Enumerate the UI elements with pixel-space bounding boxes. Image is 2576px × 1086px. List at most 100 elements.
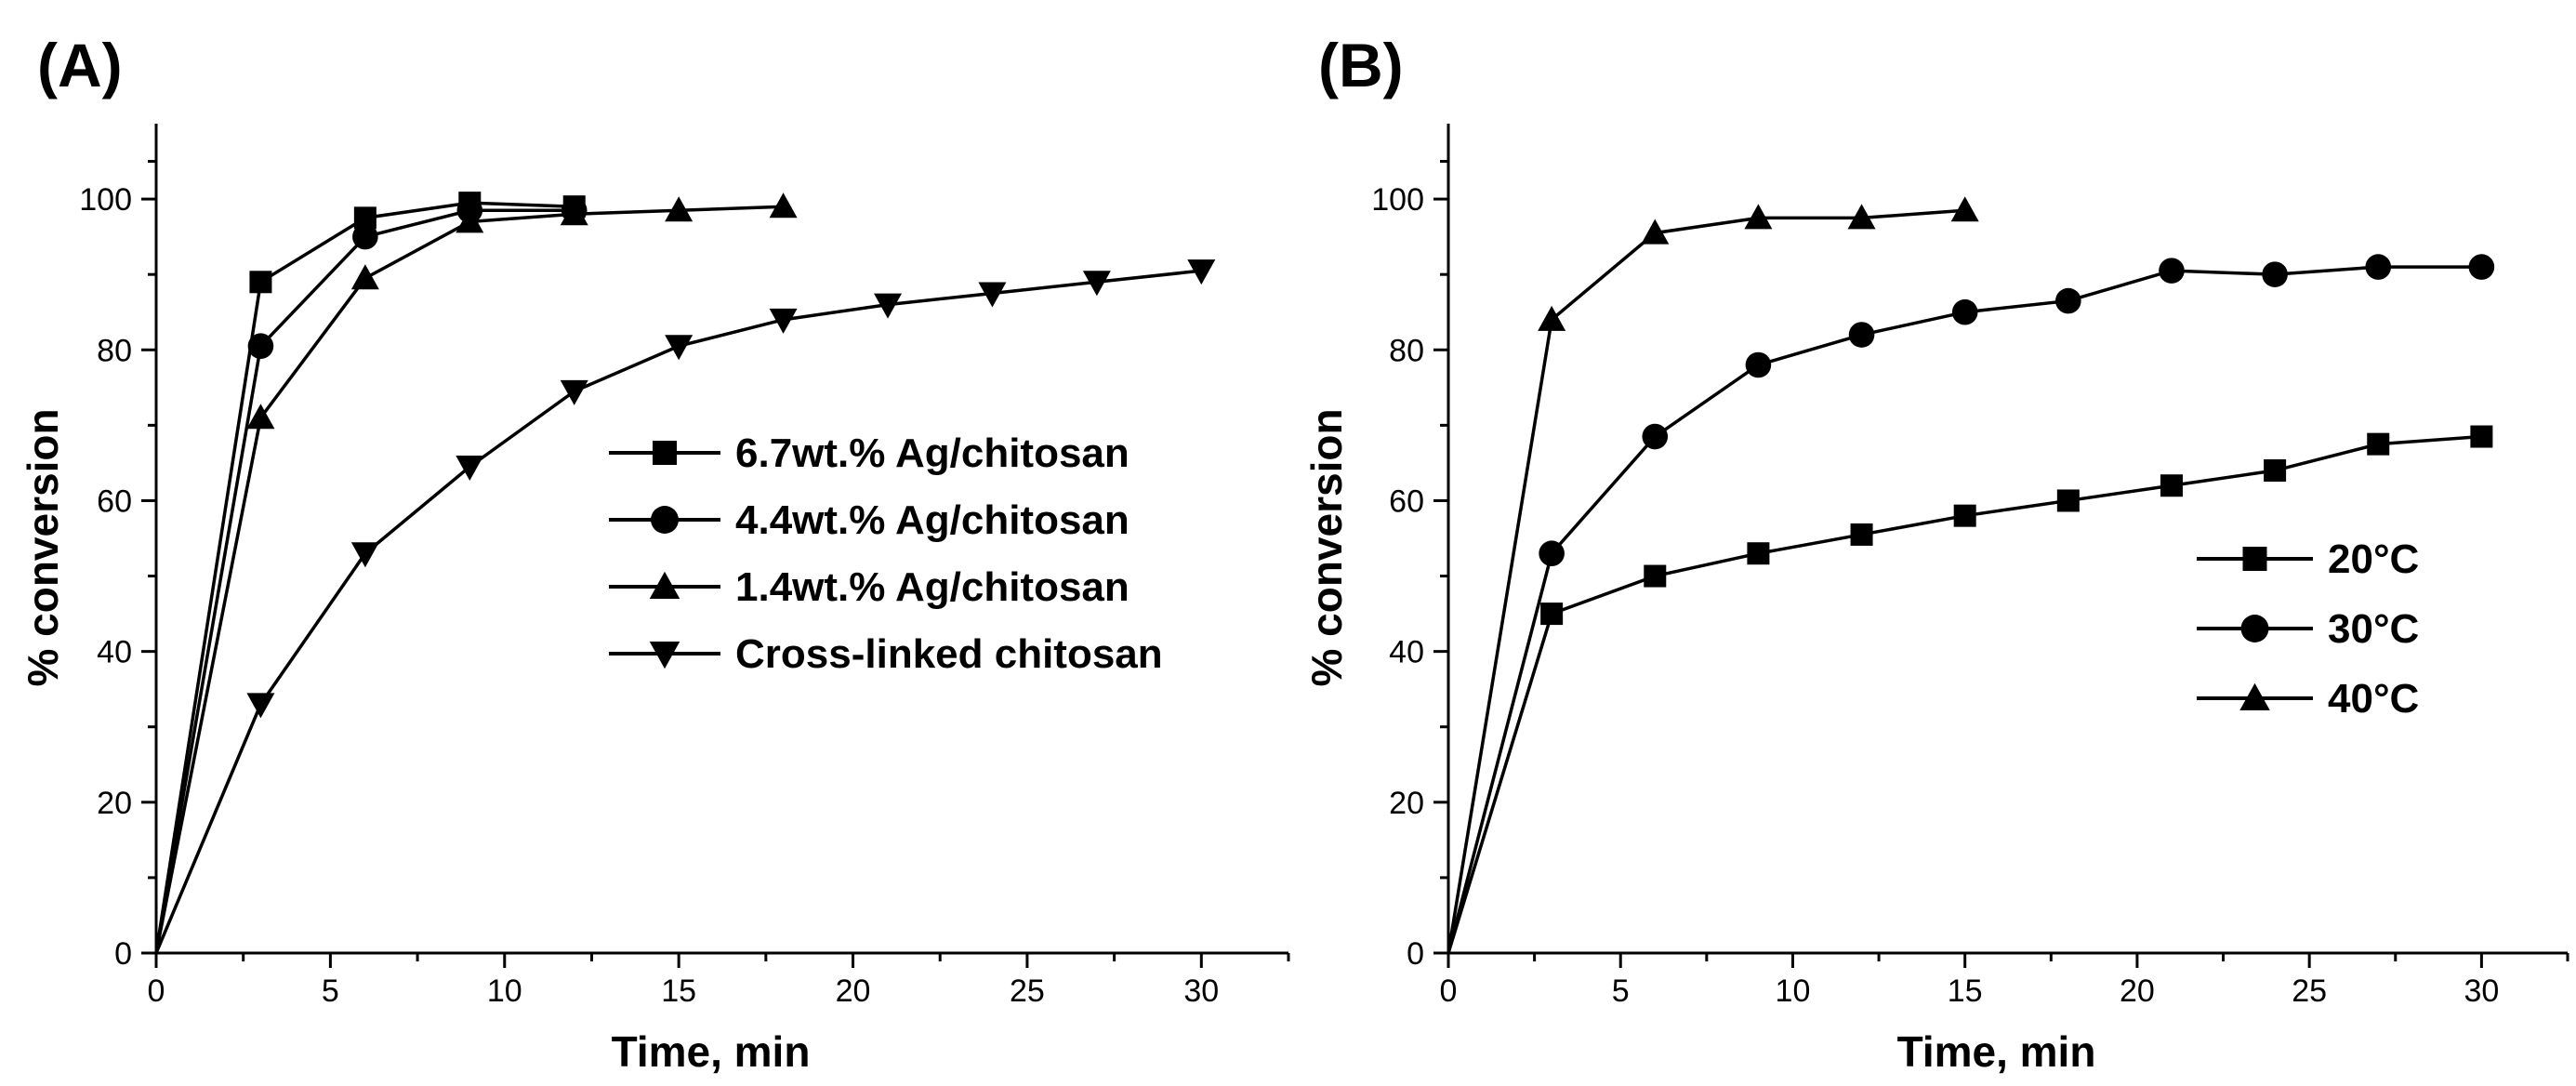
series-line (1447, 208, 1965, 954)
series-line (154, 208, 575, 954)
legend-marker (2242, 547, 2267, 571)
series-line (1447, 265, 2482, 954)
data-point-triangle-down (246, 693, 275, 719)
y-tick-label: 100 (79, 182, 132, 218)
x-tick-label: 10 (1776, 973, 1811, 1009)
y-tick-label: 40 (97, 635, 132, 670)
data-point-square (1644, 564, 1667, 588)
y-tick-label: 20 (1389, 786, 1424, 821)
panel-b: (B) 0 5 10 15 20 25 30 0 20 40 60 80 100 Time, min % co… (1302, 31, 2569, 1076)
legend-marker (2240, 615, 2269, 642)
legend-entry: 4.4wt.% Ag/chitosan (609, 497, 1129, 543)
y-tick-label: 0 (114, 936, 132, 972)
data-point-circle (2159, 258, 2185, 284)
series-0 (1447, 425, 2493, 954)
y-tick-label: 100 (1371, 182, 1424, 218)
series-3 (154, 259, 1216, 954)
x-tick-label: 30 (2464, 973, 2499, 1009)
panel-a: (A) 0 5 10 15 20 25 30 0 20 40 60 80 100 Time, min % co… (19, 31, 1290, 1076)
data-point-triangle-down (874, 293, 903, 319)
data-point-square (2056, 489, 2080, 512)
x-tick-label: 25 (1010, 973, 1045, 1009)
x-tick-label: 30 (1183, 973, 1219, 1009)
legend-marker (2239, 682, 2270, 710)
series-line (154, 269, 1202, 954)
x-tick-label: 25 (2292, 973, 2327, 1009)
legend-entry: 40°C (2197, 676, 2419, 722)
x-tick-label: 15 (661, 973, 696, 1009)
x-tick-label: 0 (148, 973, 165, 1009)
y-tick-label: 60 (1389, 483, 1424, 519)
x-tick-label: 20 (2120, 973, 2155, 1009)
y-tick-label: 40 (1389, 635, 1424, 670)
x-tick-label: 5 (322, 973, 339, 1009)
data-point-triangle-up (1847, 204, 1876, 230)
data-point-circle (1848, 322, 1875, 348)
legend-entry: Cross-linked chitosan (609, 631, 1163, 677)
data-point-triangle-down (350, 542, 379, 568)
data-point-circle (1951, 298, 1978, 325)
data-point-triangle-down (1082, 271, 1111, 297)
data-point-triangle-up (1950, 196, 1979, 222)
series-1 (154, 197, 588, 954)
data-point-square (2367, 432, 2390, 456)
data-point-triangle-up (456, 207, 484, 233)
y-tick-label: 60 (97, 483, 132, 519)
data-point-circle (2468, 254, 2495, 280)
data-point-triangle-down (978, 282, 1007, 308)
data-point-square (2264, 459, 2287, 483)
data-point-square (2160, 474, 2183, 497)
legend-label: 6.7wt.% Ag/chitosan (735, 430, 1129, 476)
data-point-triangle-up (350, 264, 379, 290)
series-line (154, 205, 784, 954)
data-point-square (2470, 425, 2493, 448)
data-point-square (1953, 504, 1976, 527)
x-tick-label: 20 (836, 973, 871, 1009)
legend-marker (649, 642, 680, 669)
legend-label: 20°C (2328, 536, 2419, 582)
legend-entry: 6.7wt.% Ag/chitosan (609, 430, 1129, 476)
data-point-triangle-down (665, 335, 694, 361)
legend-entry: 30°C (2197, 606, 2419, 652)
y-axis-title: % conversion (19, 408, 67, 686)
panel-label: (A) (37, 31, 123, 99)
legend-entry: 1.4wt.% Ag/chitosan (609, 564, 1129, 610)
series-line (154, 201, 575, 954)
series-1 (1447, 254, 2495, 954)
legend-label: Cross-linked chitosan (735, 631, 1163, 677)
data-point-circle (352, 223, 378, 250)
x-tick-label: 10 (487, 973, 522, 1009)
data-point-triangle-up (560, 200, 588, 226)
legend-marker (653, 441, 677, 465)
data-point-square (1747, 542, 1770, 565)
data-point-triangle-up (246, 404, 275, 430)
legend-marker (651, 506, 679, 534)
data-point-circle (247, 333, 274, 360)
legend-label: 40°C (2328, 676, 2419, 722)
data-point-circle (1642, 423, 1669, 450)
data-point-circle (2262, 261, 2288, 287)
y-tick-label: 0 (1407, 936, 1424, 972)
data-point-triangle-up (1744, 204, 1773, 230)
data-point-triangle-down (1187, 259, 1216, 285)
y-tick-label: 20 (97, 786, 132, 821)
series-2 (1447, 196, 1979, 954)
data-point-triangle-down (456, 455, 484, 481)
data-point-triangle-down (560, 379, 588, 405)
x-axis-title: Time, min (612, 1027, 811, 1076)
data-point-square (1540, 603, 1564, 626)
data-point-square (249, 271, 272, 294)
x-tick-label: 5 (1612, 973, 1630, 1009)
data-point-triangle-up (665, 196, 694, 222)
y-tick-label: 80 (97, 333, 132, 368)
data-point-circle (2365, 254, 2392, 280)
y-axis-title: % conversion (1302, 408, 1351, 686)
data-point-circle (1745, 351, 1772, 378)
data-point-circle (2055, 287, 2081, 314)
panel-label: (B) (1318, 31, 1404, 99)
legend-marker (649, 571, 680, 599)
x-tick-label: 0 (1440, 973, 1458, 1009)
legend-label: 4.4wt.% Ag/chitosan (735, 497, 1129, 543)
legend-entry: 20°C (2197, 536, 2419, 582)
